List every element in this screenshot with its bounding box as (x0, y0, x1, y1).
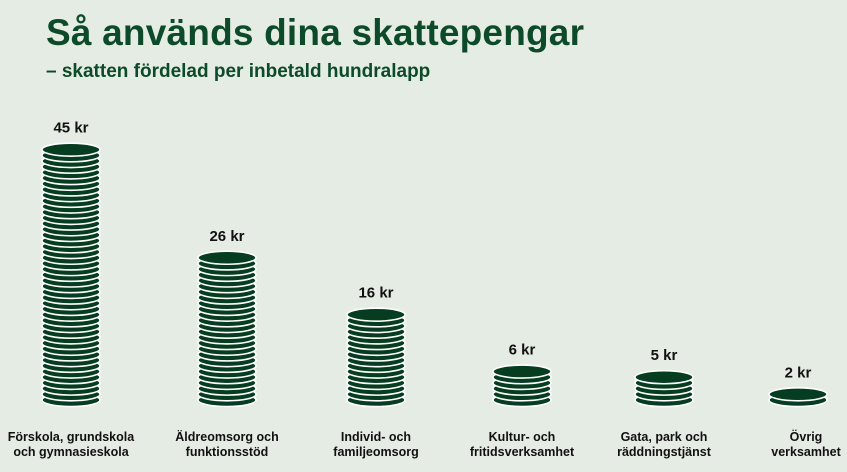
coin (768, 387, 828, 402)
value-label-2: 26 kr (209, 228, 244, 245)
coin (41, 142, 101, 157)
value-label-3: 16 kr (358, 285, 393, 302)
coin (197, 250, 257, 266)
category-label-3-line-1: Individ- och (341, 430, 411, 444)
coin-stack-3 (346, 307, 406, 408)
coin-stack-2 (197, 250, 257, 408)
value-label-4: 6 kr (509, 342, 536, 359)
category-label-2-line-1: Äldreomsorg och (175, 429, 279, 444)
coin-stack-6 (768, 387, 828, 408)
coin (634, 369, 694, 385)
category-label-2-line-2: funktionsstöd (186, 445, 269, 459)
category-label-5-line-2: räddningstjänst (617, 445, 712, 459)
coin-stack-5 (634, 369, 694, 408)
chart-subtitle: – skatten fördelad per inbetald hundrala… (46, 61, 431, 82)
value-label-1: 45 kr (53, 120, 88, 137)
value-label-6: 2 kr (785, 364, 812, 381)
coin (492, 364, 552, 379)
coin-stack-1 (41, 142, 101, 408)
category-label-4-line-2: fritidsverksamhet (470, 445, 575, 459)
category-label-6-line-1: Övrig (790, 429, 823, 444)
coin-stack-4 (492, 364, 552, 408)
category-label-6-line-2: verksamhet (771, 445, 841, 459)
category-label-1-line-1: Förskola, grundskola (8, 430, 135, 444)
category-label-4-line-1: Kultur- och (489, 430, 556, 444)
category-label-5-line-1: Gata, park och (621, 430, 708, 444)
coin (346, 307, 406, 322)
chart-title: Så används dina skattepengar (46, 12, 585, 53)
category-label-1-line-2: och gymnasieskola (13, 445, 129, 459)
category-label-3-line-2: familjeomsorg (333, 445, 418, 459)
value-label-5: 5 kr (651, 347, 678, 364)
